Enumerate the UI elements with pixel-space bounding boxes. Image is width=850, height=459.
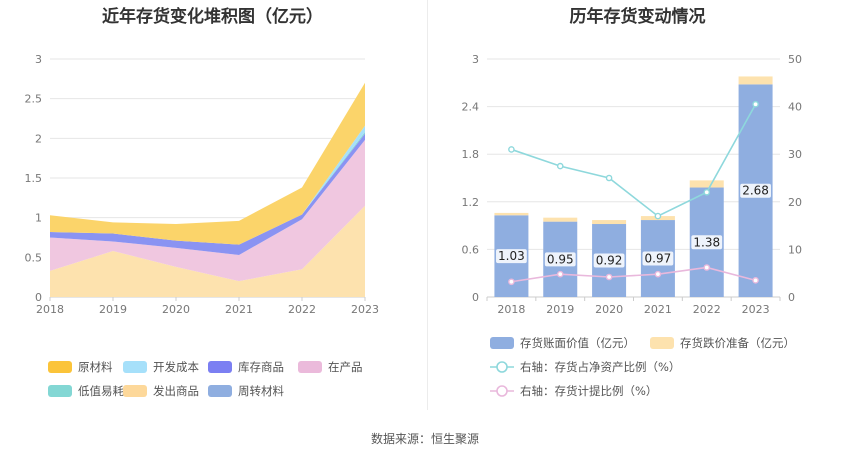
bar-data-label-bg xyxy=(740,183,771,198)
bar-data-label: 0.95 xyxy=(547,252,574,266)
legend-swatch-原材料 xyxy=(48,361,72,373)
legend-swatch-周转材料 xyxy=(208,385,232,397)
line-point xyxy=(703,264,711,271)
line-point xyxy=(703,188,711,196)
right-x-tick-label: 2021 xyxy=(644,303,672,316)
legend-swatch-在产品 xyxy=(298,361,322,373)
left-y-tick-label: 0.5 xyxy=(25,251,43,264)
area-series-发出商品 xyxy=(50,205,365,297)
legend-label-库存商品: 库存商品 xyxy=(238,360,284,374)
legend-swatch-库存商品 xyxy=(208,361,232,373)
legend-swatch-bar xyxy=(490,337,514,349)
bar-impairment xyxy=(592,220,627,225)
line-point xyxy=(605,174,613,182)
right-y-tick-label: 3 xyxy=(472,53,479,66)
bar-data-label: 0.92 xyxy=(596,254,623,268)
line-point xyxy=(654,270,662,278)
line-point xyxy=(556,270,564,278)
line-series-asset-ratio xyxy=(511,103,757,218)
bar-impairment xyxy=(738,76,773,85)
right-y2-tick-label: 40 xyxy=(788,101,802,114)
bar-impairment xyxy=(494,212,529,216)
left-y-tick-label: 0 xyxy=(35,291,42,304)
charts-canvas: 0 0.5 1 1.5 2 2.5 3 2018 2019 2020 2021 2022 2023 原材料… xyxy=(25,53,803,398)
bar-data-label-bg xyxy=(496,249,527,264)
line-point xyxy=(605,273,613,281)
left-x-tick-label: 2018 xyxy=(36,303,64,316)
bar-data-label: 1.03 xyxy=(498,249,525,263)
bar-impairment xyxy=(689,180,724,188)
line-point xyxy=(556,162,564,170)
area-series-库存商品 xyxy=(50,133,365,255)
legend-label-低值易耗品: 低值易耗品 xyxy=(78,384,136,398)
right-x-tick-label: 2022 xyxy=(693,303,721,316)
right-y2-tick-label: 50 xyxy=(788,53,802,66)
left-x-tick-label: 2020 xyxy=(162,303,190,316)
area-series-在产品 xyxy=(50,139,365,282)
legend-swatch-发出商品 xyxy=(123,385,147,397)
legend-swatch-开发成本 xyxy=(123,361,147,373)
left-x-tick-label: 2023 xyxy=(351,303,379,316)
bar-data-label: 0.97 xyxy=(645,252,672,266)
left-x-tick-label: 2021 xyxy=(225,303,253,316)
bar-data-label-bg xyxy=(691,235,723,250)
left-y-tick-label: 1 xyxy=(35,212,42,225)
data-source-footer: 数据来源：恒生聚源 xyxy=(370,432,479,446)
right-y-tick-label: 1.8 xyxy=(462,148,480,161)
left-y-tick-label: 1.5 xyxy=(25,172,43,185)
right-y-tick-label: 2.4 xyxy=(462,101,480,114)
right-y2-tick-label: 20 xyxy=(788,196,802,209)
left-x-tick-label: 2022 xyxy=(288,303,316,316)
left-x-tick-label: 2019 xyxy=(99,303,127,316)
line-point xyxy=(752,100,759,108)
right-y-tick-label: 1.2 xyxy=(462,196,480,209)
right-y2-tick-label: 30 xyxy=(788,148,802,161)
left-chart-title: 近年存货变化堆积图（亿元） xyxy=(102,7,323,27)
legend-label-在产品: 在产品 xyxy=(328,360,363,374)
legend-label: 右轴：存货计提比例（%） xyxy=(520,384,657,398)
right-y2-tick-label: 10 xyxy=(788,243,802,256)
right-x-tick-label: 2018 xyxy=(497,303,525,316)
area-series-原材料 xyxy=(50,82,365,245)
legend-label: 存货账面价值（亿元） xyxy=(520,336,635,350)
right-x-tick-label: 2019 xyxy=(546,303,574,316)
line-point xyxy=(508,146,515,153)
legend-swatch-marker xyxy=(496,361,508,373)
line-point xyxy=(752,277,759,284)
bar-impairment xyxy=(543,217,578,222)
line-point xyxy=(654,212,662,220)
bar-data-label-bg xyxy=(593,253,625,268)
left-y-tick-label: 3 xyxy=(35,53,42,66)
right-y2-tick-label: 0 xyxy=(788,291,795,304)
legend-label-发出商品: 发出商品 xyxy=(153,384,199,398)
legend-label-周转材料: 周转材料 xyxy=(238,384,284,398)
legend-label: 右轴：存货占净资产比例（%） xyxy=(520,360,680,374)
bar-data-label: 2.68 xyxy=(742,184,769,198)
legend-swatch-bar xyxy=(650,337,674,349)
right-x-tick-label: 2020 xyxy=(595,303,623,316)
legend-label-原材料: 原材料 xyxy=(78,360,113,374)
bar-data-label-bg xyxy=(642,251,674,266)
legend-swatch-marker xyxy=(496,385,508,397)
right-y-tick-label: 0 xyxy=(472,291,479,304)
line-point xyxy=(508,278,515,286)
right-x-tick-label: 2023 xyxy=(742,303,770,316)
left-y-tick-label: 2 xyxy=(35,132,42,145)
right-y-tick-label: 0.6 xyxy=(462,243,480,256)
left-y-tick-label: 2.5 xyxy=(25,93,43,106)
bar-data-label: 1.38 xyxy=(693,235,720,249)
line-series-provision-ratio xyxy=(511,266,756,283)
panel-divider xyxy=(427,0,428,410)
legend-swatch-低值易耗品 xyxy=(48,385,72,397)
legend-label: 存货跌价准备（亿元） xyxy=(680,336,795,350)
bar-data-label-bg xyxy=(544,252,576,267)
right-chart-title: 历年存货变动情况 xyxy=(569,7,706,27)
legend-label-开发成本: 开发成本 xyxy=(153,360,199,374)
